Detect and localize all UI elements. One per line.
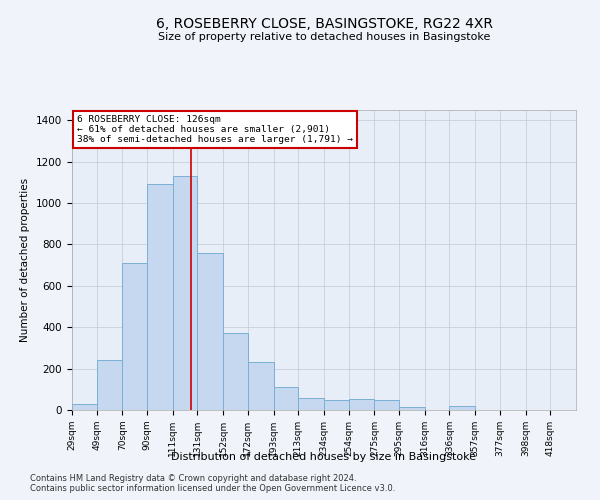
Bar: [147, 184, 173, 410]
Bar: [197, 253, 223, 410]
Bar: [349, 398, 374, 410]
Bar: [72, 404, 97, 410]
Bar: [97, 360, 122, 410]
Bar: [122, 263, 147, 410]
Bar: [449, 406, 475, 410]
Bar: [298, 398, 324, 410]
Bar: [223, 334, 248, 410]
Bar: [374, 400, 399, 410]
Bar: [248, 362, 274, 410]
Text: Contains HM Land Registry data © Crown copyright and database right 2024.: Contains HM Land Registry data © Crown c…: [30, 474, 356, 483]
Bar: [173, 176, 197, 410]
Y-axis label: Number of detached properties: Number of detached properties: [20, 178, 31, 342]
Text: 6 ROSEBERRY CLOSE: 126sqm
← 61% of detached houses are smaller (2,901)
38% of se: 6 ROSEBERRY CLOSE: 126sqm ← 61% of detac…: [77, 114, 353, 144]
Text: 6, ROSEBERRY CLOSE, BASINGSTOKE, RG22 4XR: 6, ROSEBERRY CLOSE, BASINGSTOKE, RG22 4X…: [155, 18, 493, 32]
Bar: [274, 387, 298, 410]
Bar: [324, 400, 349, 410]
Bar: [399, 407, 425, 410]
Text: Distribution of detached houses by size in Basingstoke: Distribution of detached houses by size …: [172, 452, 476, 462]
Text: Contains public sector information licensed under the Open Government Licence v3: Contains public sector information licen…: [30, 484, 395, 493]
Text: Size of property relative to detached houses in Basingstoke: Size of property relative to detached ho…: [158, 32, 490, 42]
